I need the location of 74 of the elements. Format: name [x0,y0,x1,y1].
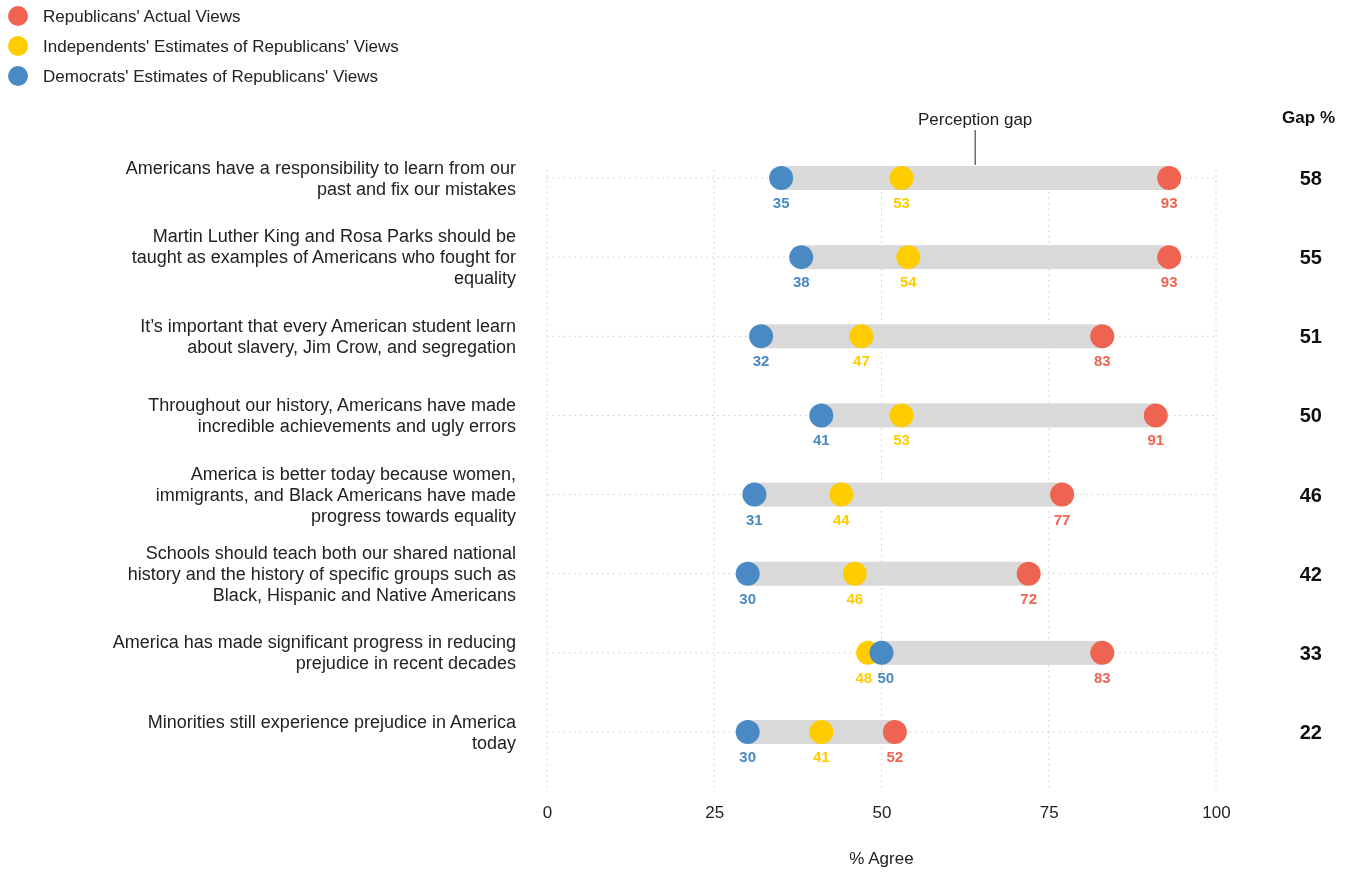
point [1157,245,1182,270]
point [1090,640,1115,665]
data-label: 52 [886,748,904,765]
y-tick-label: Schools should teach both our shared national history and the history of specific groups such as Black, Hispanic and Native Americans [127,542,516,605]
data-label: 47 [853,352,870,370]
text: Gap % [1282,108,1335,127]
data-label: 35 [772,194,790,211]
text: Perception gap [917,110,1033,129]
y-tick-label: Martin Luther King and Rosa Parks should be taught as examples of Americans who fought for equality [131,226,516,289]
point [869,640,894,665]
data-label: 44 [833,510,851,528]
data-label: 46 [1299,483,1322,506]
data-label: 33 [1299,641,1322,664]
data-label: 30 [739,589,757,607]
point [789,245,814,270]
point [849,324,874,349]
x-tick-label: 50 [872,803,892,823]
point [829,482,854,507]
data-label: 48 [855,668,873,686]
data-label: 41 [812,748,830,765]
data-label: 83 [1093,668,1111,686]
y-tick-label: America is better today because women, immigrants, and Black Americans have made progress towards equality [155,463,516,526]
point [735,561,760,586]
point [769,166,794,190]
point [742,482,767,507]
data-label: 46 [846,589,864,607]
point [1143,403,1168,428]
data-label: 91 [1147,431,1165,449]
legend-label: Independents' Estimates of Republicans' Views [43,37,399,56]
y-tick-label: Americans have a responsibility to learn from our past and fix our mistakes [125,157,516,199]
y-tick-label: America has made significant progress in reducing prejudice in recent decades [112,632,516,674]
point [1016,561,1041,586]
point [889,166,914,190]
x-tick-label: 25 [705,803,725,823]
x-tick-label: 75 [1039,803,1059,823]
data-label: 42 [1299,562,1322,585]
data-label: 93 [1160,194,1178,211]
x-axis-title: % Agree [849,849,914,868]
legend-label: Democrats' Estimates of Republicans' Views [43,67,378,86]
data-label: 22 [1299,721,1322,743]
data-label: 51 [1299,325,1322,348]
point [735,720,760,744]
data-label: 50 [1299,404,1322,427]
data-label: 55 [1299,246,1322,269]
x-tick-label: 0 [542,803,553,823]
point [1090,324,1115,349]
data-label: 53 [893,194,910,211]
data-label: 58 [1299,167,1322,189]
x-tick-label: 100 [1202,803,1231,823]
point [1050,482,1075,507]
data-label: 72 [1020,589,1038,607]
point [1157,166,1182,190]
y-tick-label: It’s important that every American student learn about slavery, Jim Crow, and segregation [140,315,516,357]
y-tick-label: Throughout our history, Americans have made incredible achievements and ugly errors [148,394,516,436]
legend-label: Republicans' Actual Views [43,7,241,26]
point [809,720,834,744]
y-tick-label: Minorities still experience prejudice in America today [147,711,517,753]
data-label: 77 [1053,510,1071,528]
point [889,403,914,428]
data-label: 31 [746,510,763,528]
data-label: 54 [899,273,918,291]
data-label: 41 [812,431,830,449]
point [749,324,774,349]
point [896,245,921,270]
data-label: 53 [893,431,910,449]
point [809,403,834,428]
data-label: 38 [792,273,810,291]
data-label: 50 [877,668,895,686]
data-label: 32 [752,352,770,370]
point [842,561,867,586]
data-label: 83 [1093,352,1111,370]
point [882,720,907,744]
data-label: 93 [1160,273,1178,291]
data-label: 30 [739,748,757,765]
